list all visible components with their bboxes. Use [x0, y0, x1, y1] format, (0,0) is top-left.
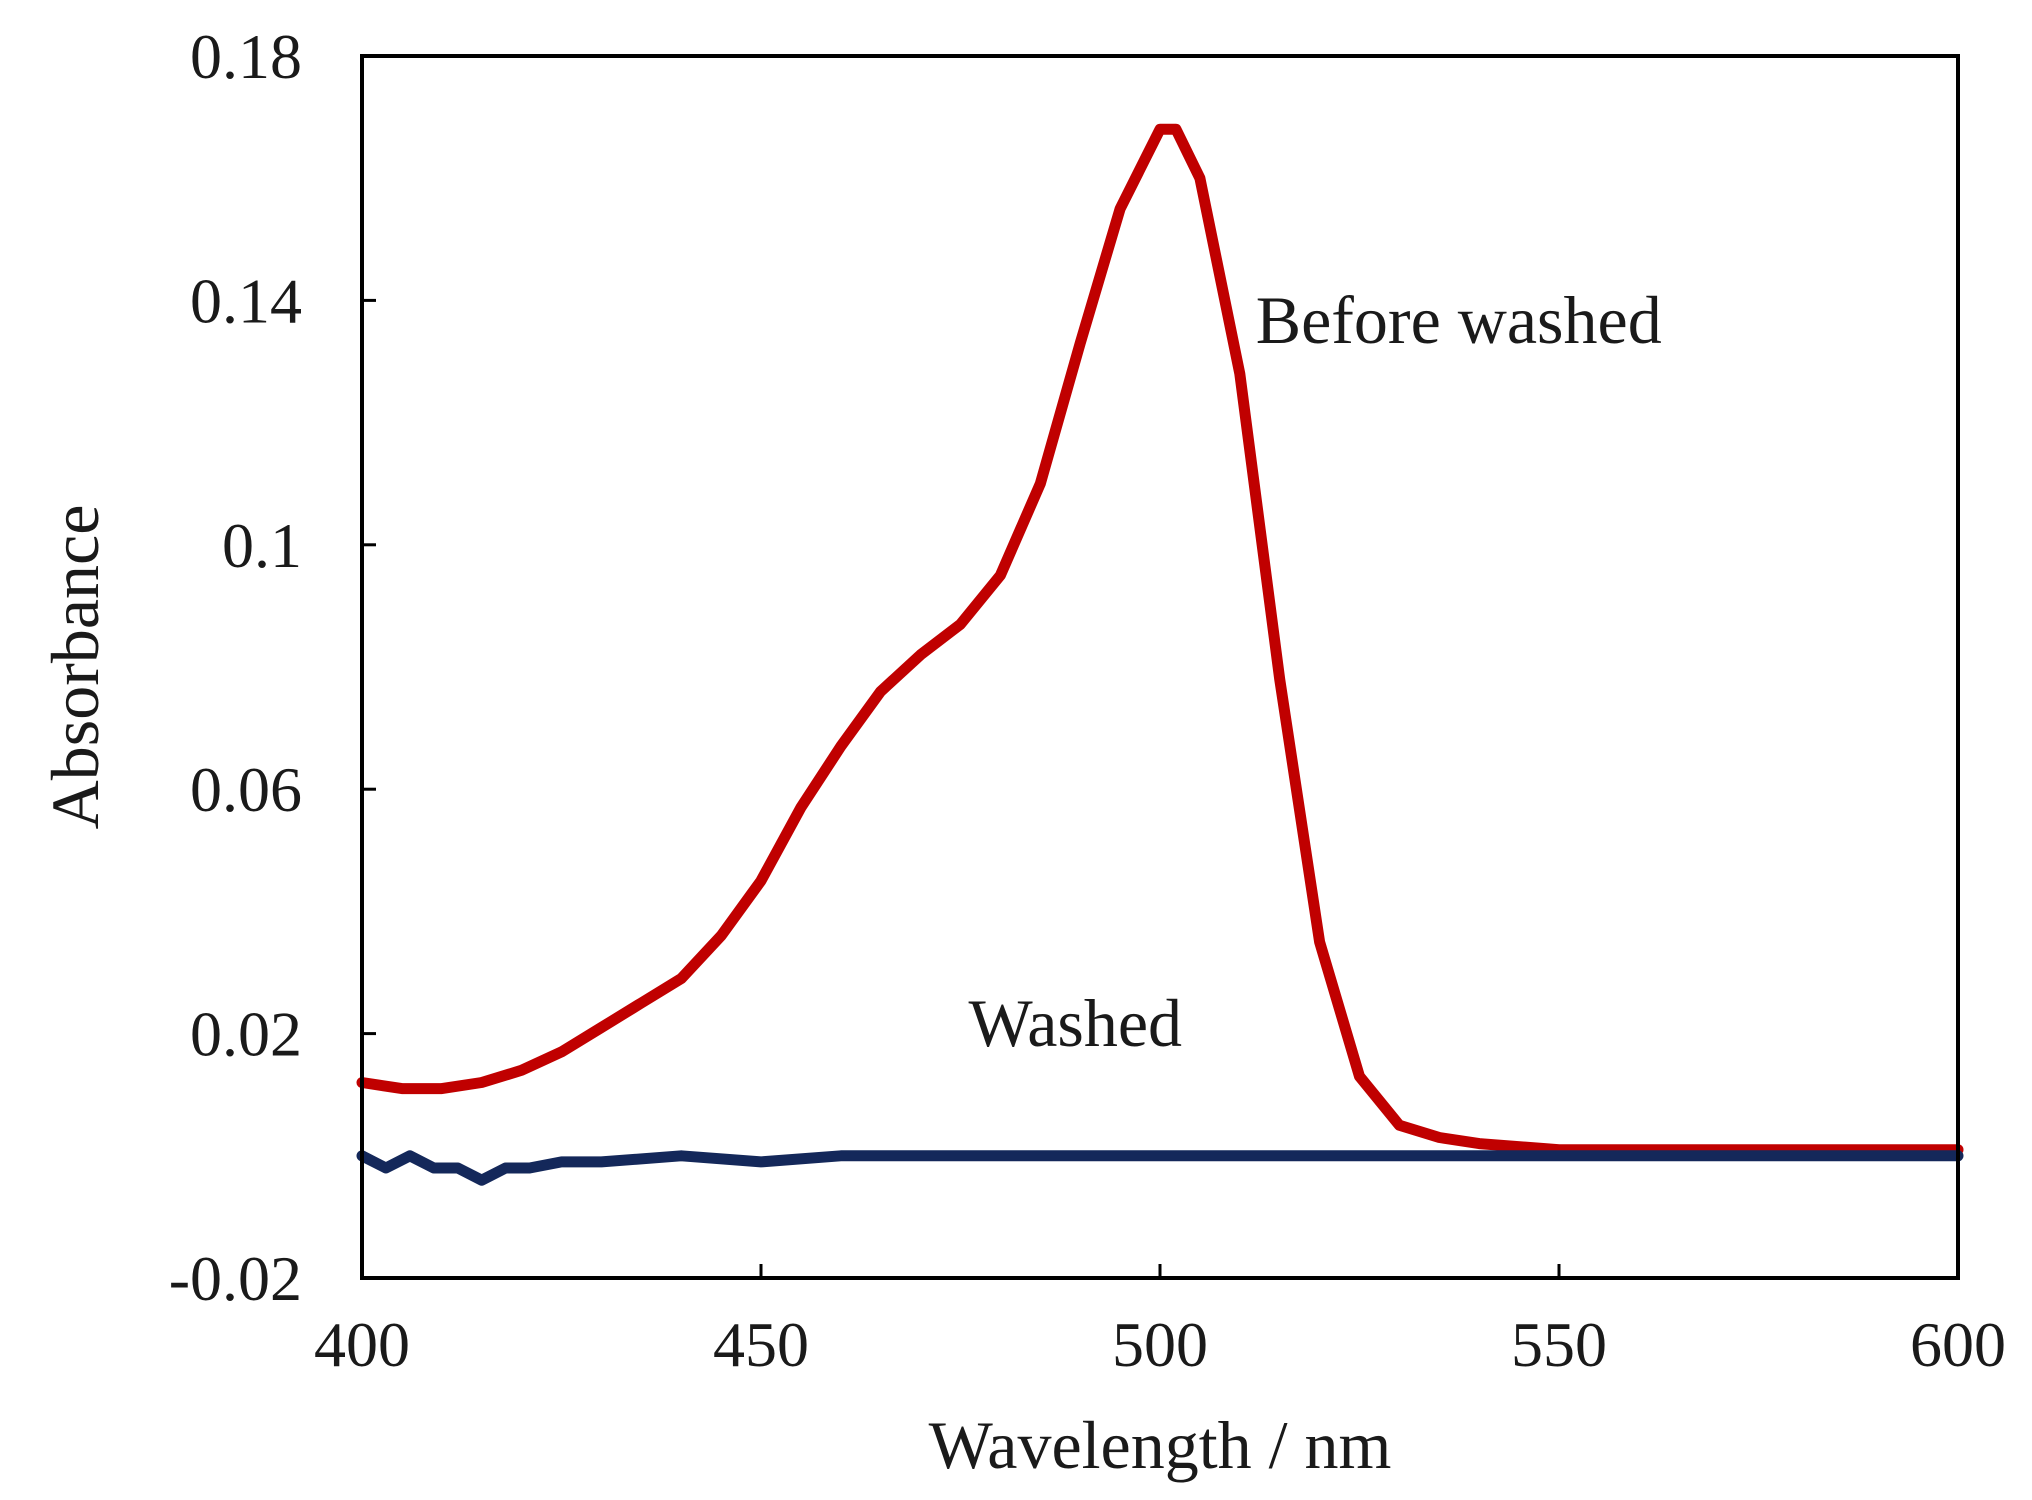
x-tick-label-500: 500	[1112, 1309, 1208, 1380]
annotation-before-washed: Before washed	[1256, 282, 1662, 358]
y-tick-label-0.06: 0.06	[190, 754, 302, 825]
annotation-layer: Before washed Washed	[968, 282, 1661, 1061]
annotation-washed: Washed	[968, 985, 1182, 1061]
y-tick-label-0.18: 0.18	[190, 21, 302, 92]
x-tick-label-400: 400	[314, 1309, 410, 1380]
x-axis-label: Wavelength / nm	[929, 1407, 1392, 1483]
y-tick-label-0.1: 0.1	[222, 510, 302, 581]
plot-frame	[360, 54, 1960, 1280]
tick-layer: 400 450 500 550 600 -0.02 0.02 0.06 0.1 0.14 0.18	[169, 21, 2006, 1380]
x-tick-label-550: 550	[1511, 1309, 1607, 1380]
series-line-washed	[356, 1150, 1964, 1186]
y-tick-label-0.14: 0.14	[190, 265, 302, 336]
series-line-before-washed	[356, 123, 1964, 1156]
y-tick-label-0.02: 0.02	[190, 999, 302, 1070]
y-tick-label--0.02: -0.02	[169, 1243, 302, 1314]
x-tick-label-450: 450	[713, 1309, 809, 1380]
y-axis-label: Absorbance	[37, 505, 113, 830]
series-layer	[356, 123, 1964, 1186]
x-tick-label-600: 600	[1910, 1309, 2006, 1380]
